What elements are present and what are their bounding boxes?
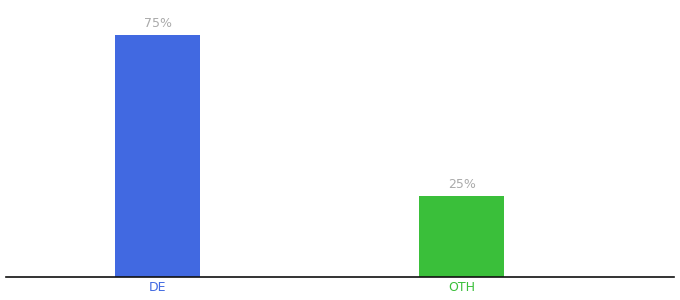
Bar (115, 34, 200, 277)
Text: 75%: 75% (143, 17, 171, 30)
Text: 25%: 25% (447, 178, 475, 191)
Bar (419, 196, 504, 277)
